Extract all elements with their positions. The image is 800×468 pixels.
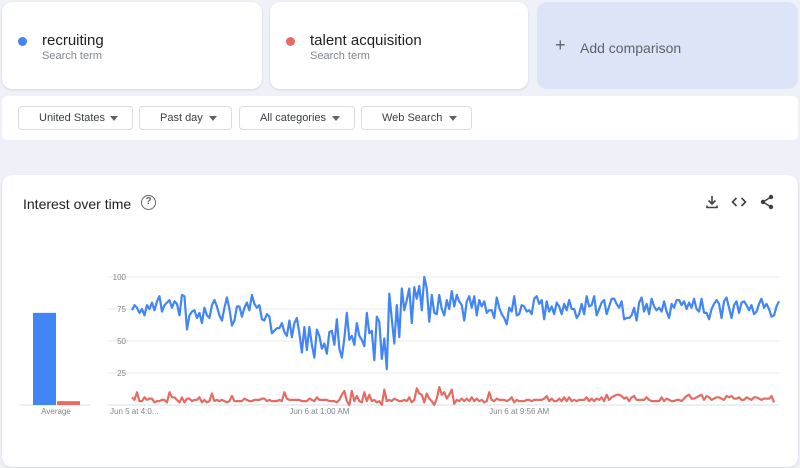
filter-label: All categories	[260, 112, 327, 124]
caret-down-icon	[449, 116, 457, 121]
add-comparison-label: Add comparison	[580, 40, 682, 56]
series-color-dot	[18, 37, 27, 46]
caret-down-icon	[332, 116, 340, 121]
plus-icon: +	[555, 35, 566, 55]
filter-time-range[interactable]: Past day	[139, 106, 232, 130]
help-circle-icon[interactable]: ?	[141, 195, 156, 210]
filter-search-type[interactable]: Web Search	[361, 106, 472, 130]
panel-title: Interest over time	[23, 196, 132, 212]
average-bar	[33, 312, 56, 405]
term-card-talent-acquisition[interactable]: talent acquisition Search term	[270, 2, 528, 89]
y-tick-label: 100	[113, 273, 127, 282]
x-tick-label: Jun 5 at 4:0...	[110, 407, 158, 416]
filter-label: Past day	[160, 112, 203, 124]
average-bar	[57, 401, 80, 405]
filter-label: United States	[39, 112, 106, 124]
add-comparison-button[interactable]: + Add comparison	[537, 2, 798, 89]
series-line-talent-acquisition	[131, 385, 776, 407]
download-icon[interactable]	[703, 193, 721, 211]
x-tick-label: Jun 6 at 1:00 AM	[289, 407, 349, 416]
y-tick-label: 25	[117, 369, 126, 378]
x-tick-label: Jun 6 at 9:56 AM	[489, 407, 549, 416]
filter-bar: United States Past day All categories We…	[2, 96, 798, 140]
interest-over-time-panel: Interest over time ? 25 50 75 100 Jun 5 at 4…	[2, 175, 798, 467]
filter-category[interactable]: All categories	[239, 106, 355, 130]
term-card-recruiting[interactable]: recruiting Search term	[2, 2, 262, 89]
y-tick-label: 50	[117, 337, 126, 346]
share-icon[interactable]	[758, 193, 776, 211]
term-name[interactable]: talent acquisition	[310, 32, 422, 49]
series-color-dot	[286, 37, 295, 46]
caret-down-icon	[209, 116, 217, 121]
filter-label: Web Search	[382, 112, 443, 124]
code-icon[interactable]	[730, 193, 748, 211]
caret-down-icon	[110, 116, 118, 121]
series-line-recruiting	[131, 275, 780, 371]
term-subtitle: Search term	[42, 50, 102, 62]
interest-over-time-chart: 25 50 75 100 Jun 5 at 4:0... Jun 6 at 1:00 AM…	[20, 273, 780, 416]
term-name[interactable]: recruiting	[42, 32, 104, 49]
filter-region[interactable]: United States	[18, 106, 133, 130]
y-tick-label: 75	[117, 305, 126, 314]
term-subtitle: Search term	[310, 50, 370, 62]
average-label: Average	[41, 407, 71, 416]
